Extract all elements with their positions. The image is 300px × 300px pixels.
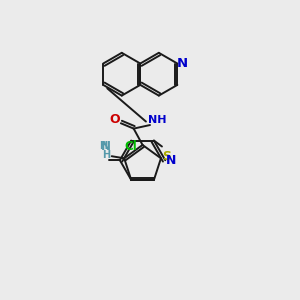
- Text: O: O: [109, 113, 120, 127]
- Text: N: N: [165, 154, 176, 167]
- Text: N: N: [101, 140, 111, 153]
- Text: Cl: Cl: [124, 140, 137, 153]
- Text: NH: NH: [148, 115, 166, 125]
- Text: N: N: [176, 57, 188, 70]
- Text: S: S: [162, 150, 171, 163]
- Text: H: H: [102, 150, 110, 160]
- Text: H: H: [99, 141, 107, 152]
